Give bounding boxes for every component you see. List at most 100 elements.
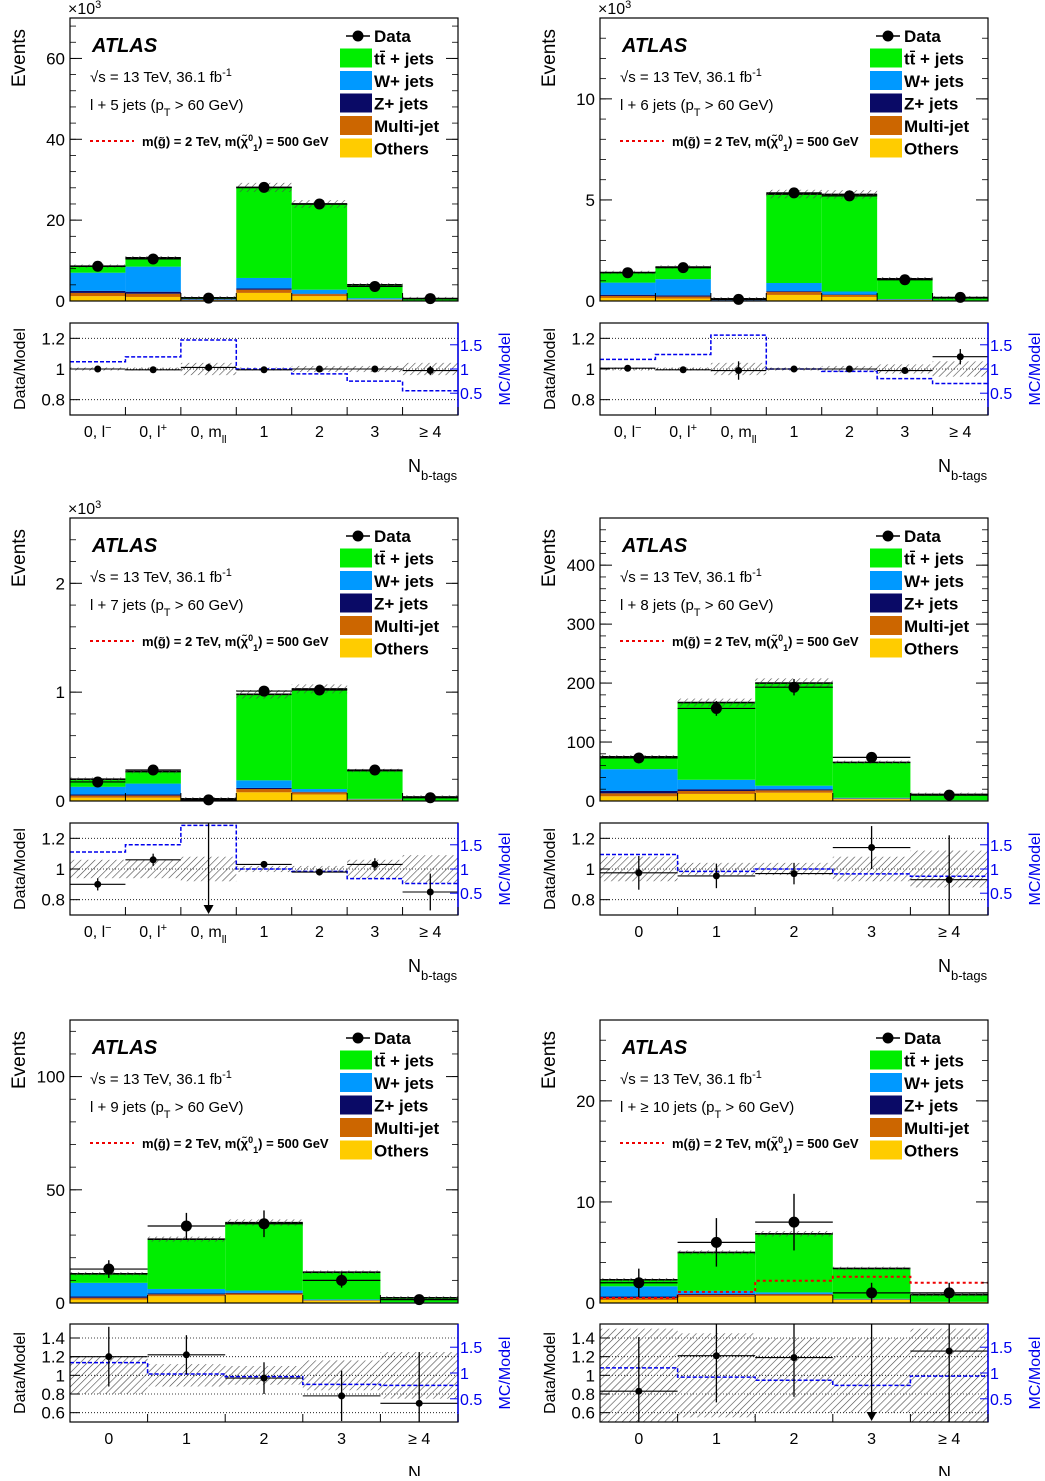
data-point xyxy=(899,274,910,285)
ratio-y-tick-label: 1.2 xyxy=(571,829,595,848)
others-bar xyxy=(600,796,678,801)
x-category-label: 1 xyxy=(260,424,269,441)
wjets-bar xyxy=(225,1291,303,1293)
legend-swatch xyxy=(870,1073,902,1092)
y-tick-label: 0 xyxy=(586,792,595,811)
data-point xyxy=(733,294,744,305)
multijet-bar xyxy=(347,799,402,800)
mc-model-tick-label: 1.5 xyxy=(460,338,482,355)
wjets-bar xyxy=(236,278,291,289)
wjets-bar xyxy=(292,789,347,792)
legend-swatch xyxy=(870,594,902,613)
ratio-y-tick-label: 0.8 xyxy=(41,391,65,410)
axis-multiplier: ×103 xyxy=(68,499,101,518)
legend-label: Data xyxy=(374,527,411,546)
legend-label: Multi-jet xyxy=(374,117,439,136)
data-point xyxy=(711,703,722,714)
ratio-point xyxy=(316,366,323,373)
others-bar xyxy=(292,794,347,801)
mc-model-tick-label: 1.5 xyxy=(990,838,1012,855)
wjets-bar xyxy=(655,279,710,295)
y-tick-label: 0 xyxy=(56,792,65,811)
ratio-point xyxy=(635,869,642,876)
y-tick-label: 0 xyxy=(586,1294,595,1313)
zjets-bar xyxy=(148,1293,226,1294)
multijet-bar xyxy=(236,789,291,792)
y-tick-label: 200 xyxy=(567,674,595,693)
zjets-bar xyxy=(755,1294,833,1295)
legend-swatch xyxy=(870,1096,902,1115)
mc-model-tick-label: 1 xyxy=(460,862,469,879)
data-point xyxy=(369,281,380,292)
others-bar xyxy=(125,297,180,301)
energy-label: √s = 13 TeV, 36.1 fb-1 xyxy=(620,67,762,86)
ratio-point xyxy=(427,367,434,374)
x-category-label: 0, l− xyxy=(84,422,112,441)
multijet-bar xyxy=(292,294,347,296)
ratio-point xyxy=(371,861,378,868)
ratio-y-tick-label: 1.2 xyxy=(571,329,595,348)
legend-label: Z+ jets xyxy=(374,1097,428,1116)
mc-model-tick-label: 0.5 xyxy=(990,886,1012,903)
selection-label: l + 5 jets (pT > 60 GeV) xyxy=(90,97,244,119)
mc-model-tick-label: 1.5 xyxy=(990,1340,1012,1357)
ratio-y-tick-label: 0.8 xyxy=(41,891,65,910)
ratio-point xyxy=(680,366,687,373)
others-bar xyxy=(70,296,125,301)
legend-data-marker xyxy=(353,531,364,542)
axis-multiplier: ×103 xyxy=(598,0,631,18)
mc-model-tick-label: 0.5 xyxy=(460,386,482,403)
wjets-bar xyxy=(70,273,125,291)
x-category-label: ≥ 4 xyxy=(938,924,960,941)
x-category-label: 3 xyxy=(337,1431,346,1448)
ratio-y-tick-label: 0.6 xyxy=(571,1404,595,1423)
legend-label: W+ jets xyxy=(374,572,434,591)
y-tick-label: 100 xyxy=(37,1068,65,1087)
x-category-label: 0, l+ xyxy=(139,422,167,441)
multijet-bar xyxy=(125,294,180,297)
legend-label: Z+ jets xyxy=(904,1097,958,1116)
legend-swatch xyxy=(340,1096,372,1115)
ttbar-bar xyxy=(148,1239,226,1289)
zjets-bar xyxy=(600,295,655,296)
data-point xyxy=(203,293,214,304)
ratio-axis-label: Data/Model xyxy=(542,1332,559,1414)
multijet-bar xyxy=(225,1293,303,1295)
ratio-point xyxy=(957,353,964,360)
ratio-point xyxy=(791,870,798,877)
x-category-label: 0 xyxy=(634,924,643,941)
x-category-label: 2 xyxy=(260,1431,269,1448)
data-point xyxy=(314,684,325,695)
y-tick-label: 1 xyxy=(56,683,65,702)
ratio-y-tick-label: 0.8 xyxy=(571,891,595,910)
mc-model-axis-label: MC/Model xyxy=(1027,333,1044,406)
legend-swatch xyxy=(340,639,372,658)
ratio-point xyxy=(261,1375,268,1382)
legend-swatch xyxy=(870,571,902,590)
x-category-label: 0, l+ xyxy=(669,422,697,441)
energy-label: √s = 13 TeV, 36.1 fb-1 xyxy=(90,1069,232,1088)
others-bar xyxy=(678,1297,756,1303)
data-point xyxy=(314,198,325,209)
mc-model-tick-label: 1 xyxy=(990,362,999,379)
legend-swatch xyxy=(340,594,372,613)
legend-data-marker xyxy=(883,531,894,542)
data-point xyxy=(789,682,800,693)
legend-swatch xyxy=(340,116,372,135)
ttbar-bar xyxy=(822,194,877,291)
ratio-point xyxy=(150,366,157,373)
multijet-bar xyxy=(755,1294,833,1296)
data-point xyxy=(369,764,380,775)
experiment-label: ATLAS xyxy=(91,35,158,57)
mc-model-tick-label: 0.5 xyxy=(990,386,1012,403)
wjets-bar xyxy=(877,299,932,300)
y-tick-label: 50 xyxy=(46,1181,65,1200)
ratio-point xyxy=(261,861,268,868)
wjets-bar xyxy=(292,290,347,294)
x-category-label: 0, l− xyxy=(84,922,112,941)
x-category-label: ≥ 4 xyxy=(938,1431,960,1448)
legend-label: Multi-jet xyxy=(904,617,969,636)
y-tick-label: 10 xyxy=(576,1193,595,1212)
wjets-bar xyxy=(303,1299,381,1300)
ratio-y-tick-label: 1.2 xyxy=(41,829,65,848)
